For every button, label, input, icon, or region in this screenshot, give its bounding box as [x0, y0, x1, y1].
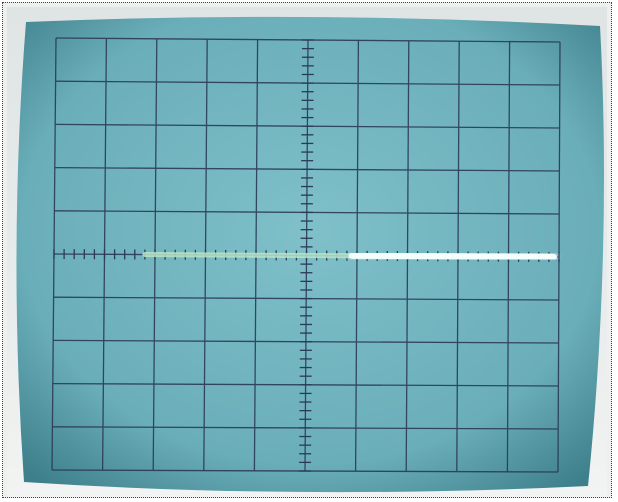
trace-bright-segment [348, 252, 557, 260]
signal-trace [142, 252, 557, 260]
trace-dim-segment [142, 252, 355, 259]
